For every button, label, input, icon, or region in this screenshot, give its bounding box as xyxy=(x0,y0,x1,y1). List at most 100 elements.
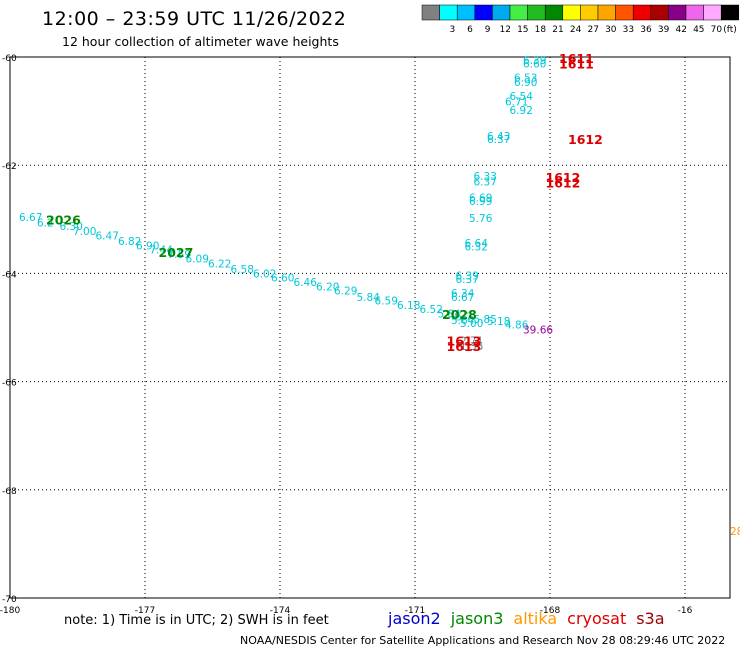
chart-title: 12:00 – 23:59 UTC 11/26/2022 xyxy=(42,8,347,30)
color-scale-label: 21 xyxy=(552,25,563,35)
color-scale-swatch xyxy=(650,4,669,21)
x-tick-label: -171 xyxy=(405,606,425,616)
data-point-label: 6.2 xyxy=(37,218,54,230)
data-point-label: 6.69 xyxy=(469,193,492,205)
data-point-label: 1.35 xyxy=(460,341,483,353)
data-point-label: 39.66 xyxy=(523,325,553,337)
pass-number-label: 1612 xyxy=(546,176,581,191)
color-scale-label: 36 xyxy=(640,25,652,35)
pass-number-label: 2026 xyxy=(46,212,81,227)
data-point-label: 6.37 xyxy=(487,134,510,146)
color-scale-swatch xyxy=(580,4,599,21)
data-point-label: 6.99 xyxy=(469,196,492,208)
data-point-label: 7.59 xyxy=(168,249,191,261)
data-point-label: 6.47 xyxy=(96,231,119,243)
pass-number-label: 1612 xyxy=(546,170,581,185)
data-point-label: 2.71 xyxy=(460,335,483,347)
color-scale-swatch xyxy=(439,4,458,21)
color-scale-swatch xyxy=(509,4,528,21)
x-tick-label: -177 xyxy=(135,606,155,616)
color-scale-swatch xyxy=(544,4,564,21)
color-scale-swatch xyxy=(703,4,722,21)
data-point-label: 6.29 xyxy=(334,286,357,298)
color-scale-unit: (ft) xyxy=(723,25,737,35)
data-point-label: 6.22 xyxy=(208,259,231,271)
data-point-label: 5.64 xyxy=(451,315,475,327)
plot-frame xyxy=(9,56,731,599)
color-scale-label: 70 xyxy=(711,25,723,35)
data-point-label: 6.58 xyxy=(231,264,254,276)
color-scale-label: 39 xyxy=(658,25,670,35)
y-tick-label: -62 xyxy=(2,162,17,172)
satellite-legend: jason2 jason3 altika cryosat s3a xyxy=(388,609,665,628)
y-tick-label: -60 xyxy=(2,54,17,64)
satellite-cryosat: cryosat xyxy=(567,609,627,628)
color-scale-label: 12 xyxy=(499,25,510,35)
data-point-label: 6.67 xyxy=(19,212,42,224)
pass-number-label: 1611 xyxy=(559,56,594,71)
data-point-label: 6.60 xyxy=(523,58,546,70)
color-scale-label: 15 xyxy=(517,25,528,35)
data-point-label: 6.90 xyxy=(514,77,537,89)
color-scale-swatch xyxy=(597,4,616,21)
data-point-label: 6.71 xyxy=(505,96,528,108)
data-point-label: 6.90 xyxy=(136,240,159,252)
data-point-label: 6.30 xyxy=(60,221,83,233)
color-scale-swatch xyxy=(685,4,704,21)
satellite-jason3: jason3 xyxy=(450,609,504,628)
data-point-label: 6.09 xyxy=(186,253,209,265)
color-scale-label: 33 xyxy=(623,25,634,35)
data-point-label: 28 xyxy=(730,526,740,538)
color-scale-swatch xyxy=(720,4,740,21)
data-point-label: 6.37 xyxy=(474,176,497,188)
color-scale-label: 9 xyxy=(485,25,491,35)
data-point-label: 6.92 xyxy=(510,105,533,117)
color-scale-swatch xyxy=(615,4,634,21)
data-point-label: 6.52 xyxy=(420,304,443,316)
color-scale-swatch xyxy=(668,4,687,21)
data-point-label: 6.18 xyxy=(397,300,420,312)
color-scale-swatch xyxy=(527,4,546,21)
y-tick-label: -64 xyxy=(2,270,17,280)
color-scale-label: 45 xyxy=(693,25,704,35)
data-point-label: 6.39 xyxy=(523,55,546,67)
data-point-label: 6.60 xyxy=(271,273,294,285)
color-scale-label: 3 xyxy=(450,25,456,35)
data-point-label: 6.20 xyxy=(316,281,339,293)
data-point-label: 6.32 xyxy=(465,241,488,253)
footer-note: note: 1) Time is in UTC; 2) SWH is in fe… xyxy=(64,613,329,628)
data-point-label: 4.86 xyxy=(505,319,529,331)
color-scale-swatch xyxy=(474,4,493,21)
data-point-label: 6.46 xyxy=(294,277,318,289)
color-scale-swatch xyxy=(632,4,652,21)
color-scale-swatch xyxy=(492,4,511,21)
data-point-label: 5.85 xyxy=(474,314,497,326)
color-scale-label: 6 xyxy=(467,25,473,35)
data-point-label: 6.02 xyxy=(253,268,276,280)
data-point-label: 6.34 xyxy=(451,288,475,300)
chart-subtitle: 12 hour collection of altimeter wave hei… xyxy=(62,34,339,49)
data-point-label: 7.44 xyxy=(150,245,174,257)
y-tick-label: -68 xyxy=(2,487,17,497)
satellite-s3a: s3a xyxy=(636,609,665,628)
data-point-label: 6.64 xyxy=(465,238,489,250)
color-scale-label: 30 xyxy=(605,25,617,35)
pass-number-label: 1612 xyxy=(568,132,603,147)
data-point-label: 6.53 xyxy=(514,73,537,85)
satellite-altika: altika xyxy=(513,609,558,628)
pass-number-label: 1613 xyxy=(447,339,482,354)
y-tick-label: -66 xyxy=(2,379,17,389)
x-tick-label: -168 xyxy=(540,606,561,616)
data-point-label: 6.59 xyxy=(375,295,398,307)
data-point-label: 6.82 xyxy=(118,236,141,248)
data-point-label: 6.67 xyxy=(451,292,474,304)
x-tick-label: -174 xyxy=(270,606,291,616)
data-point-label: 6.43 xyxy=(487,131,510,143)
x-tick-label: -16 xyxy=(678,606,693,616)
data-point-label: 5.84 xyxy=(357,292,381,304)
data-point-label: 6.33 xyxy=(474,171,497,183)
color-scale-label: 42 xyxy=(675,25,686,35)
data-point-label: 5.00 xyxy=(460,318,483,330)
data-point-label: 5.18 xyxy=(487,316,510,328)
